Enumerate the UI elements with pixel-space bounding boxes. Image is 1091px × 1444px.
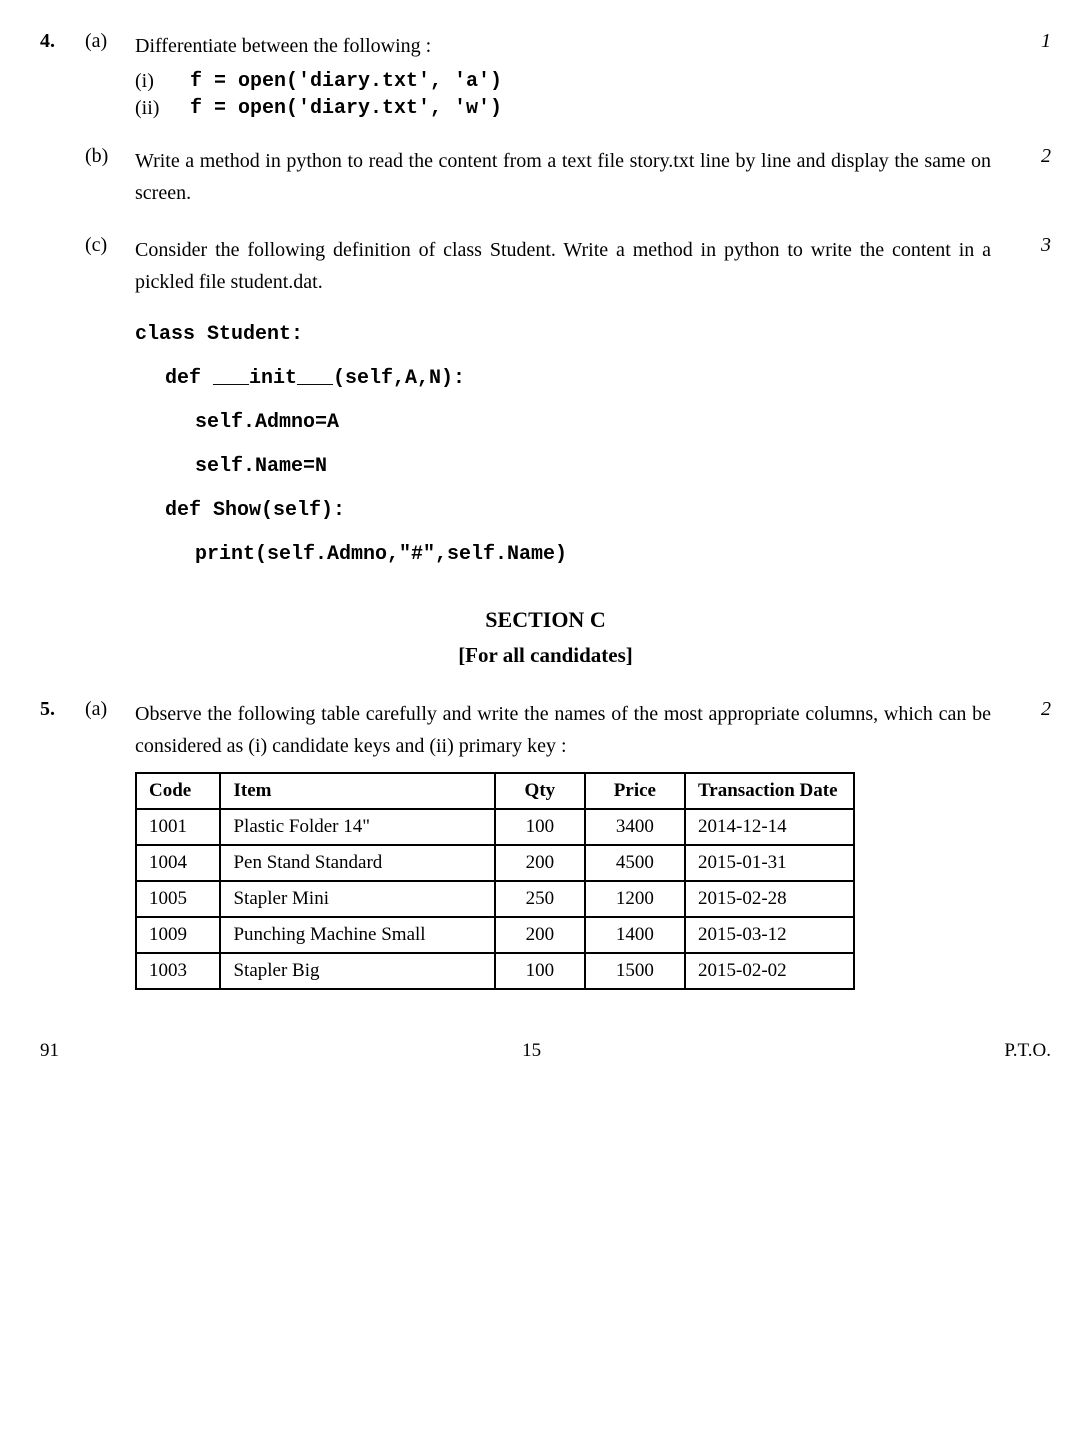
sub-label: (b) — [85, 145, 135, 168]
q4-part-b: (b) Write a method in python to read the… — [40, 145, 1051, 209]
data-table-wrap: Code Item Qty Price Transaction Date 100… — [135, 772, 1051, 990]
cell-price: 1500 — [585, 953, 685, 989]
code-line: class Student: — [135, 313, 1051, 357]
sub-label: (c) — [85, 234, 135, 257]
q5-part-a: 5. (a) Observe the following table caref… — [40, 698, 1051, 990]
q4-part-c: (c) Consider the following definition of… — [40, 234, 1051, 577]
cell-date: 2014-12-14 — [685, 809, 854, 845]
cell-price: 1200 — [585, 881, 685, 917]
marks: 1 — [1011, 30, 1051, 53]
code-line: print(self.Admno,"#",self.Name) — [135, 533, 1051, 577]
cell-item: Stapler Mini — [220, 881, 495, 917]
cell-code: 1001 — [136, 809, 220, 845]
header-date: Transaction Date — [685, 773, 854, 809]
table-header-row: Code Item Qty Price Transaction Date — [136, 773, 854, 809]
table-row: 1003Stapler Big10015002015-02-02 — [136, 953, 854, 989]
cell-code: 1005 — [136, 881, 220, 917]
question-number: 5. — [40, 698, 85, 721]
code-snippet: f = open('diary.txt', 'w') — [190, 97, 502, 120]
code-snippet: f = open('diary.txt', 'a') — [190, 70, 502, 93]
question-text: Consider the following definition of cla… — [135, 234, 991, 298]
cell-price: 3400 — [585, 809, 685, 845]
marks: 3 — [1011, 234, 1051, 257]
page-footer: 91 15 P.T.O. — [40, 1040, 1051, 1062]
section-subtitle: [For all candidates] — [40, 643, 1051, 668]
cell-date: 2015-02-28 — [685, 881, 854, 917]
question-4: 4. (a) Differentiate between the followi… — [40, 30, 1051, 577]
cell-item: Punching Machine Small — [220, 917, 495, 953]
sub-label: (a) — [85, 30, 135, 53]
table-row: 1009Punching Machine Small20014002015-03… — [136, 917, 854, 953]
header-qty: Qty — [495, 773, 585, 809]
cell-item: Stapler Big — [220, 953, 495, 989]
code-line: self.Admno=A — [135, 401, 1051, 445]
code-block: class Student: def ___init___(self,A,N):… — [135, 313, 1051, 577]
footer-page-number: 15 — [522, 1040, 541, 1062]
code-line: def ___init___(self,A,N): — [135, 357, 1051, 401]
footer-pto: P.T.O. — [1004, 1040, 1051, 1062]
cell-code: 1004 — [136, 845, 220, 881]
cell-date: 2015-02-02 — [685, 953, 854, 989]
question-text: Observe the following table carefully an… — [135, 698, 991, 762]
cell-code: 1009 — [136, 917, 220, 953]
section-title: SECTION C — [40, 607, 1051, 633]
roman-numeral: (ii) — [135, 97, 190, 120]
data-table: Code Item Qty Price Transaction Date 100… — [135, 772, 855, 990]
cell-code: 1003 — [136, 953, 220, 989]
header-code: Code — [136, 773, 220, 809]
roman-numeral: (i) — [135, 70, 190, 93]
header-item: Item — [220, 773, 495, 809]
question-text: Write a method in python to read the con… — [135, 145, 991, 209]
cell-date: 2015-01-31 — [685, 845, 854, 881]
marks: 2 — [1011, 145, 1051, 168]
question-number: 4. — [40, 30, 85, 53]
code-line: def Show(self): — [135, 489, 1051, 533]
sub-item: (i) f = open('diary.txt', 'a') — [135, 70, 1051, 93]
cell-date: 2015-03-12 — [685, 917, 854, 953]
cell-item: Plastic Folder 14" — [220, 809, 495, 845]
cell-qty: 250 — [495, 881, 585, 917]
header-price: Price — [585, 773, 685, 809]
cell-item: Pen Stand Standard — [220, 845, 495, 881]
cell-qty: 200 — [495, 845, 585, 881]
q4-part-a: 4. (a) Differentiate between the followi… — [40, 30, 1051, 120]
code-line: self.Name=N — [135, 445, 1051, 489]
cell-qty: 100 — [495, 809, 585, 845]
cell-qty: 200 — [495, 917, 585, 953]
cell-qty: 100 — [495, 953, 585, 989]
cell-price: 4500 — [585, 845, 685, 881]
footer-left: 91 — [40, 1040, 59, 1062]
sub-label: (a) — [85, 698, 135, 721]
cell-price: 1400 — [585, 917, 685, 953]
table-row: 1004Pen Stand Standard20045002015-01-31 — [136, 845, 854, 881]
question-5: 5. (a) Observe the following table caref… — [40, 698, 1051, 990]
marks: 2 — [1011, 698, 1051, 721]
question-text: Differentiate between the following : — [135, 30, 991, 62]
table-row: 1005Stapler Mini25012002015-02-28 — [136, 881, 854, 917]
table-row: 1001Plastic Folder 14"10034002014-12-14 — [136, 809, 854, 845]
sub-item: (ii) f = open('diary.txt', 'w') — [135, 97, 1051, 120]
